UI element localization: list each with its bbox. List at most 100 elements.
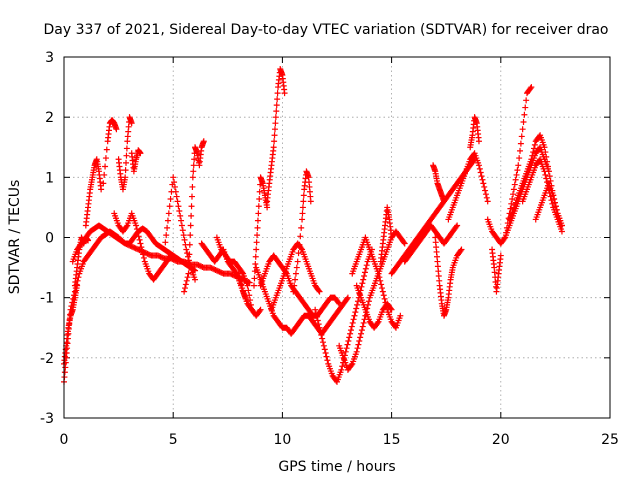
data-point <box>186 251 193 258</box>
data-point <box>558 228 565 235</box>
data-point <box>475 138 482 145</box>
data-point <box>138 244 145 251</box>
data-point <box>229 271 236 278</box>
data-point <box>531 141 538 148</box>
data-point <box>290 288 297 295</box>
data-point <box>478 173 485 180</box>
data-point <box>123 159 130 166</box>
data-point <box>244 282 251 289</box>
chart-title: Day 337 of 2021, Sidereal Day-to-day VTE… <box>43 22 608 38</box>
data-point <box>175 203 182 210</box>
x-tick-label: 5 <box>169 432 178 448</box>
data-point <box>271 132 278 139</box>
data-point <box>101 171 108 178</box>
data-point <box>453 223 460 230</box>
data-point <box>219 269 226 276</box>
data-point <box>245 287 252 294</box>
data-point <box>208 265 215 272</box>
y-tick-label: 1 <box>45 170 54 186</box>
data-point <box>238 281 245 288</box>
data-point <box>140 251 147 258</box>
data-point <box>510 191 517 198</box>
data-point <box>216 268 223 275</box>
data-point <box>254 232 261 239</box>
data-markers <box>61 66 565 385</box>
data-point <box>547 193 554 200</box>
data-point <box>228 271 235 278</box>
data-point <box>226 270 233 277</box>
x-tick-label: 0 <box>60 432 69 448</box>
data-point <box>239 285 246 292</box>
data-point <box>510 186 517 193</box>
data-point <box>168 252 175 259</box>
data-point <box>348 362 355 369</box>
data-point <box>381 295 388 302</box>
data-point <box>299 204 306 211</box>
data-point <box>98 186 105 193</box>
data-point <box>173 193 180 200</box>
data-point <box>501 235 508 242</box>
data-point <box>131 244 138 251</box>
data-point <box>352 309 359 316</box>
data-point <box>316 324 323 331</box>
data-point <box>507 205 514 212</box>
data-point <box>335 299 342 306</box>
data-point <box>264 204 271 211</box>
data-point <box>312 306 319 313</box>
data-point <box>274 90 281 97</box>
data-point <box>128 243 135 250</box>
x-tick-label: 20 <box>492 432 510 448</box>
y-tick-label: 2 <box>45 110 54 126</box>
data-point <box>181 285 188 292</box>
y-axis-label: SDTVAR / TECUs <box>7 180 23 295</box>
data-point <box>128 120 135 127</box>
data-point <box>171 183 178 190</box>
data-point <box>123 152 130 159</box>
data-point <box>255 210 262 217</box>
data-point <box>246 279 253 286</box>
data-point <box>353 348 360 355</box>
data-point <box>300 192 307 199</box>
data-point <box>518 133 525 140</box>
data-point <box>273 102 280 109</box>
data-point <box>156 253 163 260</box>
data-point <box>154 252 161 259</box>
y-tick-label: -3 <box>40 411 54 427</box>
data-point <box>457 247 464 254</box>
data-point <box>476 165 483 172</box>
data-point <box>292 276 299 283</box>
data-point <box>256 307 263 314</box>
y-tick-label: 3 <box>45 50 54 66</box>
data-point <box>530 145 537 152</box>
data-point <box>319 335 326 342</box>
data-point <box>189 174 196 181</box>
data-point <box>139 247 146 254</box>
data-point <box>137 240 144 247</box>
data-point <box>296 241 303 248</box>
data-point <box>133 226 140 233</box>
data-point <box>363 262 370 269</box>
data-point <box>544 163 551 170</box>
x-tick-label: 25 <box>601 432 619 448</box>
data-point <box>513 171 520 178</box>
data-point <box>122 167 129 174</box>
data-point <box>281 90 288 97</box>
data-point <box>541 144 548 151</box>
data-point <box>359 280 366 287</box>
data-point <box>257 306 264 313</box>
data-point <box>475 162 482 169</box>
data-point <box>172 188 179 195</box>
data-point <box>182 281 189 288</box>
data-point <box>183 246 190 253</box>
data-point <box>102 155 109 162</box>
data-point <box>458 246 465 253</box>
data-point <box>188 193 195 200</box>
data-point <box>162 239 169 246</box>
data-point <box>184 274 191 281</box>
data-point <box>358 327 365 334</box>
data-point <box>252 253 259 260</box>
data-point <box>544 158 551 165</box>
data-point <box>441 198 448 205</box>
data-point <box>502 234 509 241</box>
data-point <box>508 200 515 207</box>
